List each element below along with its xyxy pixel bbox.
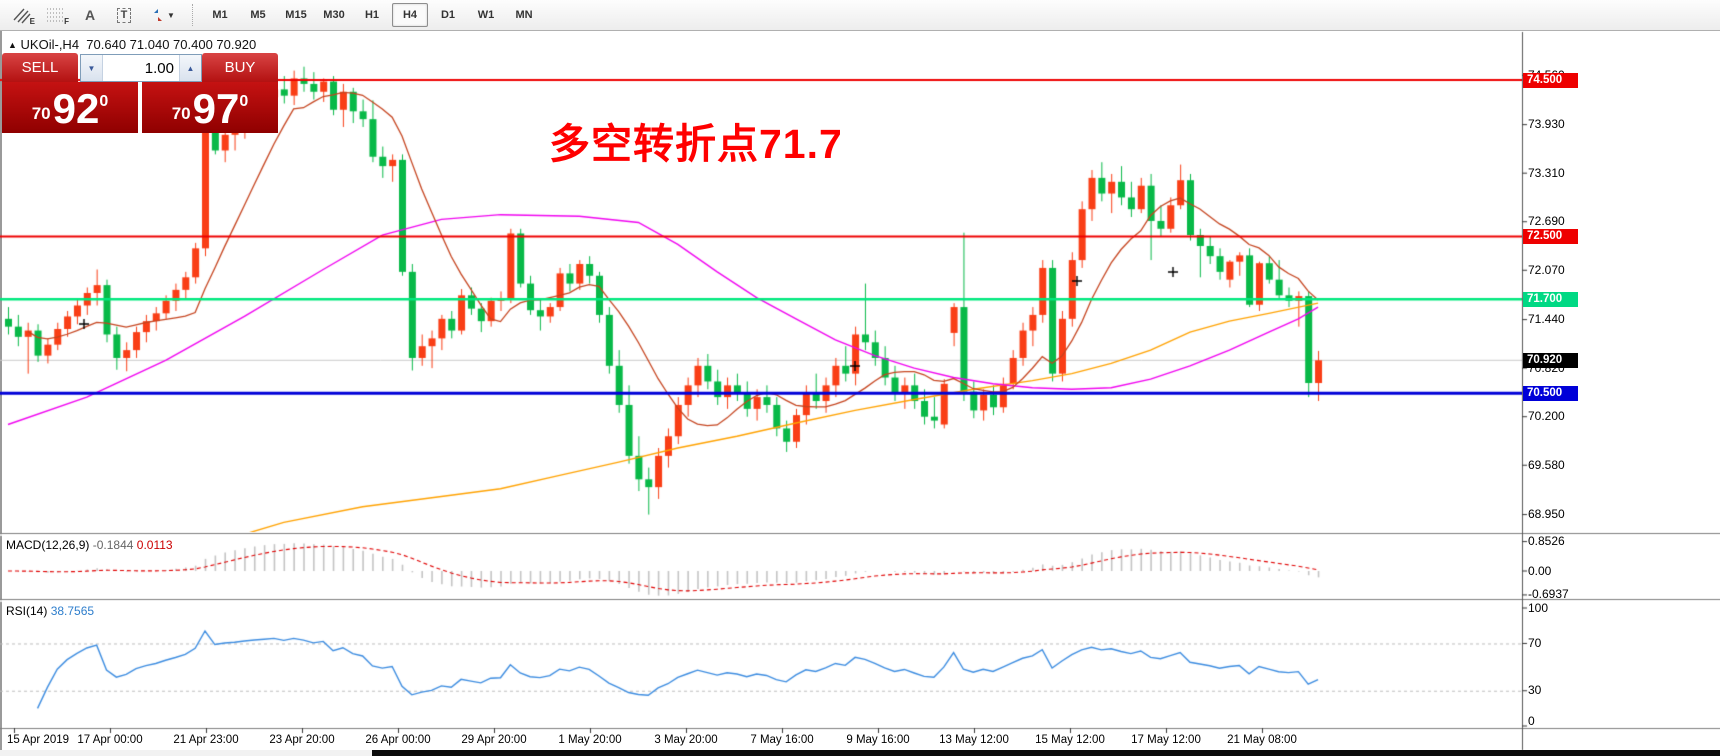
rsi-tick-label: 0 — [1528, 714, 1535, 728]
buy-price-prefix: 70 — [171, 104, 191, 123]
level-price-badge: 70.500 — [1523, 385, 1578, 401]
bottom-bar — [372, 750, 1720, 756]
buy-price[interactable]: 70 97 0 — [142, 82, 278, 133]
current-price-badge: 70.920 — [1523, 352, 1578, 368]
rsi-tick-label: 70 — [1528, 635, 1542, 650]
volume-stepper: ▼ 1.00 ▲ — [80, 54, 202, 82]
volume-input[interactable]: 1.00 — [144, 59, 174, 77]
macd-main-value: -0.1844 — [92, 538, 134, 552]
time-tick-label: 15 Apr 2019 — [6, 734, 70, 746]
time-tick-label: 21 Apr 23:00 — [173, 734, 239, 746]
macd-signal-value: 0.0113 — [136, 538, 173, 552]
rsi-tick-label: 100 — [1528, 600, 1549, 615]
bar-direction-icon: ▲ — [8, 40, 17, 50]
time-tick-label: 1 May 20:00 — [558, 734, 622, 746]
macd-tick-label: 0.00 — [1528, 563, 1552, 578]
price-tick-label: 69.580 — [1528, 457, 1565, 472]
trade-prices-row: 70 92 0 70 97 0 — [2, 82, 278, 133]
time-tick-label: 15 May 12:00 — [1035, 734, 1105, 746]
rsi-value: 38.7565 — [50, 604, 95, 618]
time-tick-label: 17 Apr 00:00 — [77, 734, 143, 746]
volume-increase-button[interactable]: ▲ — [179, 55, 201, 81]
rsi-name: RSI(14) — [6, 604, 48, 618]
ohlc-values: 70.640 71.040 70.400 70.920 — [86, 37, 257, 52]
time-tick-label: 17 May 12:00 — [1131, 734, 1201, 746]
level-price-badge: 74.500 — [1523, 72, 1578, 88]
price-tick-label: 72.690 — [1528, 214, 1565, 229]
price-tick-label: 71.440 — [1528, 312, 1565, 327]
sell-price-prefix: 70 — [31, 104, 51, 123]
time-tick-label: 23 Apr 20:00 — [269, 734, 335, 746]
bottom-bar-left — [0, 750, 372, 756]
macd-tick-label: -0.6937 — [1528, 587, 1569, 602]
price-tick-label: 70.200 — [1528, 409, 1565, 424]
time-tick-label: 26 Apr 00:00 — [365, 734, 431, 746]
buy-price-big: 97 — [192, 85, 240, 132]
price-tick-label: 68.950 — [1528, 507, 1565, 522]
sell-price-pip: 0 — [99, 93, 109, 110]
price-tick-label: 72.070 — [1528, 262, 1565, 277]
macd-label: MACD(12,26,9) -0.1844 0.0113 — [6, 538, 173, 552]
buy-price-pip: 0 — [239, 93, 249, 110]
time-tick-label: 7 May 16:00 — [750, 734, 814, 746]
time-tick-label: 3 May 20:00 — [654, 734, 718, 746]
price-tick-label: 73.310 — [1528, 165, 1565, 180]
level-price-badge: 71.700 — [1523, 291, 1578, 307]
rsi-tick-label: 30 — [1528, 683, 1542, 698]
time-tick-label: 13 May 12:00 — [939, 734, 1009, 746]
volume-decrease-button[interactable]: ▼ — [81, 55, 103, 81]
one-click-trade-panel: SELL ▼ 1.00 ▲ BUY 70 92 0 70 97 0 — [2, 53, 278, 133]
chart-header: ▲ UKOil-,H4 70.640 71.040 70.400 70.920 — [8, 37, 256, 52]
price-tick-label: 73.930 — [1528, 117, 1565, 132]
rsi-label: RSI(14) 38.7565 — [6, 604, 94, 618]
buy-button[interactable]: BUY — [202, 53, 278, 82]
trade-buttons-row: SELL ▼ 1.00 ▲ BUY — [2, 53, 278, 82]
macd-name: MACD(12,26,9) — [6, 538, 90, 552]
time-tick-label: 29 Apr 20:00 — [461, 734, 527, 746]
symbol-period-label: UKOil-,H4 — [20, 37, 80, 52]
time-tick-label: 21 May 08:00 — [1227, 734, 1297, 746]
level-price-badge: 72.500 — [1523, 229, 1578, 245]
sell-price[interactable]: 70 92 0 — [2, 82, 138, 133]
sell-price-big: 92 — [52, 85, 100, 132]
sell-button[interactable]: SELL — [2, 53, 78, 82]
macd-tick-label: 0.8526 — [1528, 534, 1565, 549]
chart-text-annotation: 多空转折点71.7 — [549, 121, 843, 167]
time-tick-label: 9 May 16:00 — [846, 734, 910, 746]
